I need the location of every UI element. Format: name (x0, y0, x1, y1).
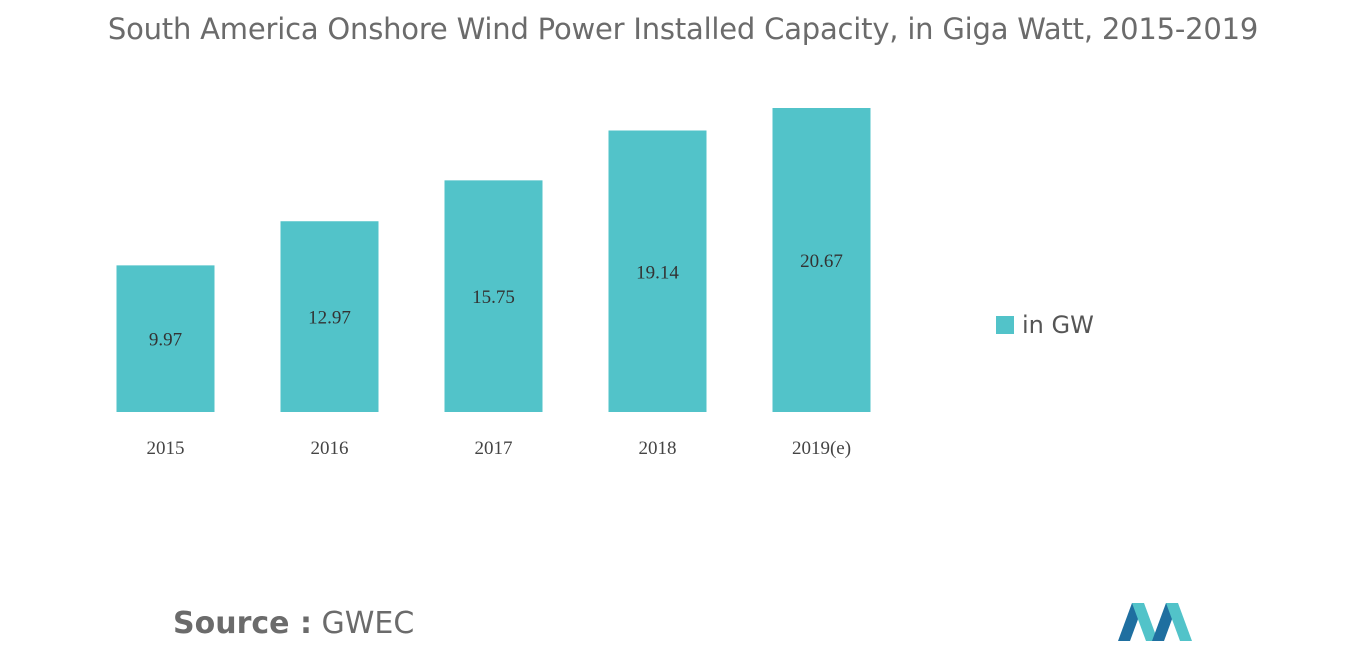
data-label-2017: 15.75 (472, 287, 515, 308)
x-tick-label-2016: 2016 (311, 438, 349, 459)
legend-label: in GW (1022, 311, 1094, 339)
data-label-2018: 19.14 (636, 262, 679, 283)
data-label-2016: 12.97 (308, 308, 351, 329)
source-label: Source : (173, 606, 312, 641)
source-note: Source : GWEC (173, 606, 414, 641)
bar-2017 (444, 180, 543, 412)
data-label-2019(e): 20.67 (800, 251, 843, 272)
data-label-2015: 9.97 (149, 330, 182, 351)
brand-logo (1118, 603, 1192, 641)
bar-2016 (280, 221, 379, 412)
legend-swatch (996, 316, 1014, 334)
source-value: GWEC (321, 606, 415, 641)
bar-2019(e) (772, 108, 871, 412)
x-tick-label-2018: 2018 (639, 438, 677, 459)
bar-2015 (116, 265, 215, 412)
bar-2018 (608, 130, 707, 412)
legend: in GW (996, 311, 1094, 339)
x-tick-label-2015: 2015 (147, 438, 185, 459)
x-tick-label-2017: 2017 (475, 438, 513, 459)
chart-title: South America Onshore Wind Power Install… (107, 12, 1259, 46)
x-tick-label-2019(e): 2019(e) (792, 438, 851, 459)
